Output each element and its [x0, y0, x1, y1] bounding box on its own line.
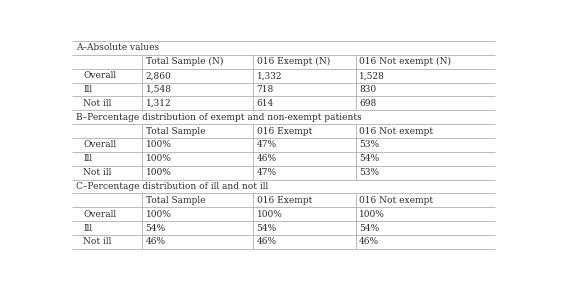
Text: Overall: Overall [83, 210, 116, 219]
Text: 53%: 53% [359, 140, 379, 150]
Text: Total Sample (N): Total Sample (N) [146, 57, 223, 66]
Text: 100%: 100% [257, 210, 283, 219]
Text: Not ill: Not ill [83, 168, 112, 177]
Text: 830: 830 [359, 85, 376, 94]
Text: Total Sample: Total Sample [146, 127, 205, 135]
Text: 016 Exempt: 016 Exempt [257, 196, 312, 205]
Text: Ill: Ill [83, 224, 92, 232]
Text: 100%: 100% [359, 210, 385, 219]
Text: 016 Not exempt (N): 016 Not exempt (N) [359, 57, 451, 66]
Text: 46%: 46% [257, 154, 277, 163]
Text: Overall: Overall [83, 140, 116, 150]
Text: 016 Not exempt: 016 Not exempt [359, 196, 433, 205]
Text: Not ill: Not ill [83, 237, 112, 246]
Text: 46%: 46% [257, 237, 277, 246]
Text: 100%: 100% [146, 140, 171, 150]
Text: 016 Not exempt: 016 Not exempt [359, 127, 433, 135]
Text: B–Percentage distribution of exempt and non-exempt patients: B–Percentage distribution of exempt and … [76, 113, 362, 122]
Text: 54%: 54% [359, 224, 379, 232]
Text: Not ill: Not ill [83, 99, 112, 108]
Text: 53%: 53% [359, 168, 379, 177]
Text: Overall: Overall [83, 71, 116, 80]
Text: C–Percentage distribution of ill and not ill: C–Percentage distribution of ill and not… [76, 182, 268, 191]
Text: 718: 718 [257, 85, 274, 94]
Text: 46%: 46% [146, 237, 166, 246]
Text: 100%: 100% [146, 168, 171, 177]
Text: 016 Exempt: 016 Exempt [257, 127, 312, 135]
Text: 1,548: 1,548 [146, 85, 171, 94]
Text: 614: 614 [257, 99, 274, 108]
Text: 54%: 54% [257, 224, 277, 232]
Text: 1,528: 1,528 [359, 71, 385, 80]
Text: A–Absolute values: A–Absolute values [76, 44, 159, 53]
Text: 1,312: 1,312 [146, 99, 171, 108]
Text: 016 Exempt (N): 016 Exempt (N) [257, 57, 330, 66]
Text: 1,332: 1,332 [257, 71, 282, 80]
Text: 100%: 100% [146, 210, 171, 219]
Text: 100%: 100% [146, 154, 171, 163]
Text: Total Sample: Total Sample [146, 196, 205, 205]
Text: 46%: 46% [359, 237, 379, 246]
Text: 54%: 54% [146, 224, 166, 232]
Text: 698: 698 [359, 99, 377, 108]
Text: 47%: 47% [257, 168, 277, 177]
Text: 47%: 47% [257, 140, 277, 150]
Text: 54%: 54% [359, 154, 379, 163]
Text: Ill: Ill [83, 154, 92, 163]
Text: 2,860: 2,860 [146, 71, 171, 80]
Text: Ill: Ill [83, 85, 92, 94]
